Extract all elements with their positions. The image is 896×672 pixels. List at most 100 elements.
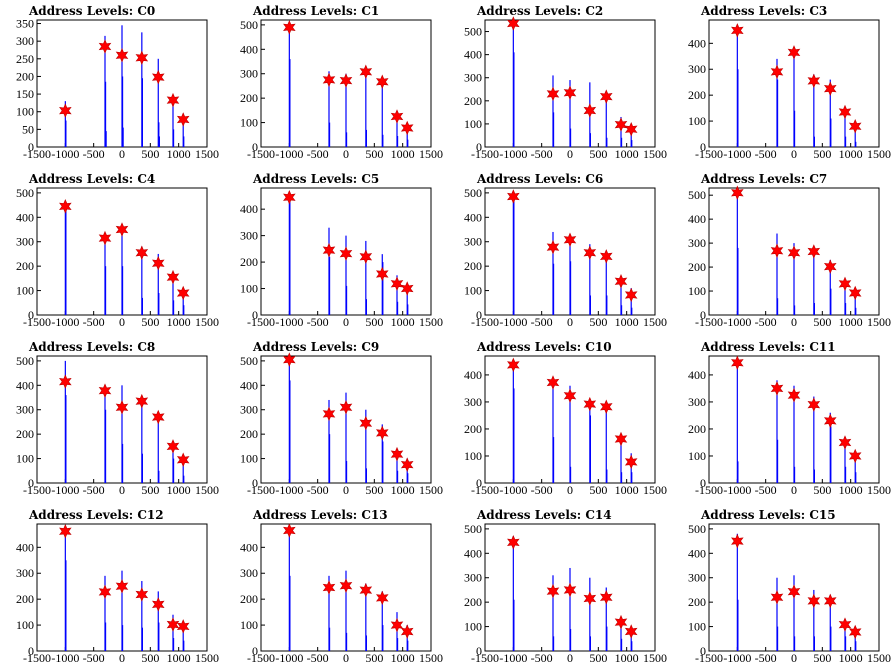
- star-marker: [823, 413, 837, 429]
- star-marker: [283, 523, 296, 538]
- star-marker: [322, 242, 336, 258]
- star-marker: [115, 578, 129, 594]
- x-tick-label: 0: [119, 483, 125, 497]
- x-tick-label: -500: [755, 483, 777, 497]
- chart-panel: Address Levels: C14 0 100 200 300 400 500 -1500…: [448, 504, 672, 672]
- x-tick-label: 500: [365, 147, 383, 161]
- y-tick-label: 300: [464, 571, 482, 585]
- x-tick-label: 1500: [195, 651, 219, 665]
- star-marker: [339, 73, 353, 88]
- x-tick-label: -1000: [275, 147, 303, 161]
- star-marker: [838, 617, 852, 632]
- y-tick-label: 200: [688, 88, 706, 102]
- y-tick-label: 100: [464, 620, 482, 634]
- star-marker: [176, 112, 190, 127]
- star-marker: [546, 583, 560, 599]
- x-tick-label: 1500: [867, 147, 891, 161]
- star-marker: [166, 439, 180, 454]
- x-tick-label: 0: [567, 315, 573, 329]
- y-tick-label: 200: [240, 255, 258, 269]
- chart-title: Address Levels: C1: [252, 4, 379, 18]
- x-tick-label: -500: [83, 147, 105, 161]
- star-marker: [390, 446, 404, 462]
- star-marker: [507, 16, 520, 31]
- x-tick-label: 1500: [419, 147, 443, 161]
- star-marker: [770, 381, 784, 396]
- y-tick-label: 0: [252, 476, 258, 490]
- y-tick-label: 50: [22, 122, 34, 136]
- y-tick-label: 0: [700, 476, 706, 490]
- star-marker: [583, 591, 597, 606]
- star-marker: [98, 230, 112, 246]
- star-marker: [400, 281, 414, 296]
- star-marker: [848, 448, 862, 464]
- chart-svg: Address Levels: C40100200300400500-1500-…: [16, 172, 219, 329]
- star-marker: [151, 255, 165, 271]
- chart-title: Address Levels: C3: [700, 4, 827, 18]
- chart-panel: Address Levels: C0 0 50 100 150 200 250 300 350 -…: [0, 0, 224, 168]
- x-tick-label: -500: [83, 651, 105, 665]
- star-marker: [166, 617, 180, 632]
- y-tick-label: 0: [700, 308, 706, 322]
- x-tick-label: -1000: [499, 147, 527, 161]
- x-tick-label: 1500: [419, 651, 443, 665]
- star-marker: [59, 199, 72, 214]
- chart-panel: Address Levels: C11 0 100 200 300 400 -1500 -10…: [672, 336, 896, 504]
- x-tick-label: 0: [791, 651, 797, 665]
- chart-title: Address Levels: C11: [700, 340, 836, 354]
- star-marker: [390, 617, 404, 633]
- y-tick-label: 250: [16, 52, 34, 66]
- x-tick-label: 500: [813, 651, 831, 665]
- x-tick-label: 1000: [167, 483, 191, 497]
- y-tick-label: 0: [476, 476, 482, 490]
- star-marker: [731, 23, 744, 38]
- x-tick-label: -1000: [51, 315, 79, 329]
- star-marker: [599, 89, 613, 104]
- star-marker: [823, 593, 837, 609]
- x-tick-label: 1500: [643, 651, 667, 665]
- chart-svg: Address Levels: C3 0 100 200 300 400 -1500 -100…: [688, 4, 891, 161]
- y-tick-label: 400: [464, 368, 482, 382]
- star-marker: [59, 523, 72, 539]
- x-tick-label: -1000: [51, 651, 79, 665]
- y-tick-label: 100: [688, 284, 706, 298]
- star-marker: [59, 103, 72, 118]
- star-marker: [98, 39, 112, 54]
- x-tick-label: -1000: [723, 483, 751, 497]
- y-tick-label: 300: [16, 235, 34, 249]
- chart-title: Address Levels: C10: [476, 340, 612, 354]
- star-marker: [59, 374, 72, 389]
- y-tick-label: 100: [688, 620, 706, 634]
- star-marker: [770, 243, 784, 259]
- star-marker: [151, 69, 165, 85]
- x-tick-label: 500: [589, 315, 607, 329]
- y-tick-label: 500: [688, 522, 706, 536]
- y-tick-label: 0: [252, 644, 258, 658]
- x-tick-label: 500: [141, 147, 159, 161]
- y-tick-label: 400: [240, 42, 258, 56]
- star-marker: [135, 393, 149, 409]
- star-marker: [624, 121, 638, 137]
- chart-svg: Address Levels: C70100200300400500-1500-…: [688, 172, 891, 329]
- y-tick-label: 400: [16, 540, 34, 554]
- y-tick-label: 0: [28, 308, 34, 322]
- y-tick-label: 400: [16, 378, 34, 392]
- y-tick-label: 100: [688, 114, 706, 128]
- y-tick-label: 300: [16, 566, 34, 580]
- x-tick-label: 1500: [419, 315, 443, 329]
- x-tick-label: 0: [343, 651, 349, 665]
- x-tick-label: -1000: [51, 483, 79, 497]
- star-marker: [614, 117, 628, 132]
- star-marker: [614, 431, 628, 447]
- chart-title: Address Levels: C2: [476, 4, 603, 18]
- y-tick-label: 0: [476, 140, 482, 154]
- y-tick-label: 400: [688, 212, 706, 226]
- chart-svg: Address Levels: C5 0 100 200 300 400 -1500 -100…: [240, 172, 443, 329]
- x-tick-label: -1000: [499, 483, 527, 497]
- star-marker: [614, 274, 628, 289]
- star-marker: [563, 582, 577, 598]
- chart-title: Address Levels: C9: [252, 340, 379, 354]
- x-tick-label: 1500: [643, 147, 667, 161]
- x-tick-label: -500: [755, 651, 777, 665]
- y-tick-label: 100: [464, 284, 482, 298]
